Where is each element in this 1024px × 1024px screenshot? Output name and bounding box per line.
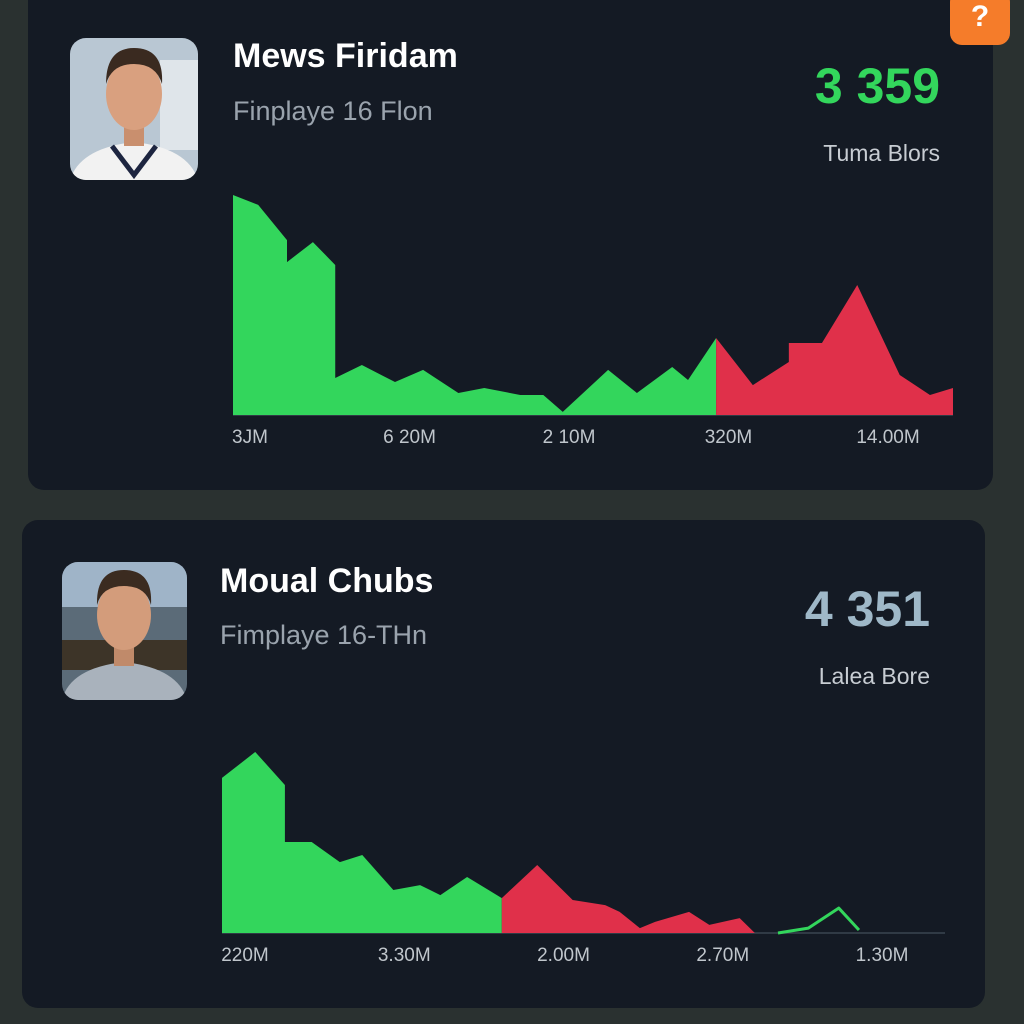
area bbox=[716, 284, 953, 415]
x-label: 1.30M bbox=[856, 945, 909, 966]
player-name: Moual Chubs bbox=[220, 562, 433, 600]
x-label: 320M bbox=[705, 427, 753, 448]
x-label: 2 10M bbox=[543, 427, 596, 448]
help-button-label[interactable]: ? bbox=[971, 0, 989, 33]
score: 4 351 bbox=[805, 581, 930, 637]
area bbox=[233, 195, 717, 415]
score-label: Tuma Blors bbox=[823, 140, 940, 166]
cards: Mews Firidam Finplaye 16 Flon 3 359 Tuma Bl… bbox=[220, 37, 953, 966]
player-card: Mews Firidam Finplaye 16 Flon 3 359 Tuma Bl… bbox=[232, 37, 953, 448]
help-button[interactable]: ? bbox=[950, 0, 1010, 45]
area bbox=[222, 720, 502, 933]
chart: 220M 3.30M 2.00M 2.70M 1.30M bbox=[221, 720, 945, 966]
x-label: 2.00M bbox=[537, 945, 590, 966]
player-subtitle: Fimplaye 16-THn bbox=[220, 620, 427, 650]
x-label: 3.30M bbox=[378, 945, 431, 966]
player-subtitle: Finplaye 16 Flon bbox=[233, 96, 433, 126]
x-label: 3JM bbox=[232, 427, 268, 448]
x-label: 2.70M bbox=[696, 945, 749, 966]
score: 3 359 bbox=[815, 58, 940, 114]
avatar bbox=[62, 562, 187, 700]
avatar bbox=[70, 38, 198, 180]
player-name: Mews Firidam bbox=[233, 37, 458, 75]
player-card: Moual Chubs Fimplaye 16-THn 4 351 Lalea Bor… bbox=[220, 562, 945, 966]
area bbox=[501, 865, 755, 933]
chart: 3JM 6 20M 2 10M 320M 14.00M bbox=[232, 195, 953, 448]
score-label: Lalea Bore bbox=[819, 663, 930, 689]
trend-line bbox=[777, 906, 861, 935]
x-label: 220M bbox=[221, 945, 269, 966]
help-button-bg[interactable] bbox=[950, 0, 1010, 45]
x-label: 14.00M bbox=[856, 427, 919, 448]
x-label: 6 20M bbox=[383, 427, 436, 448]
